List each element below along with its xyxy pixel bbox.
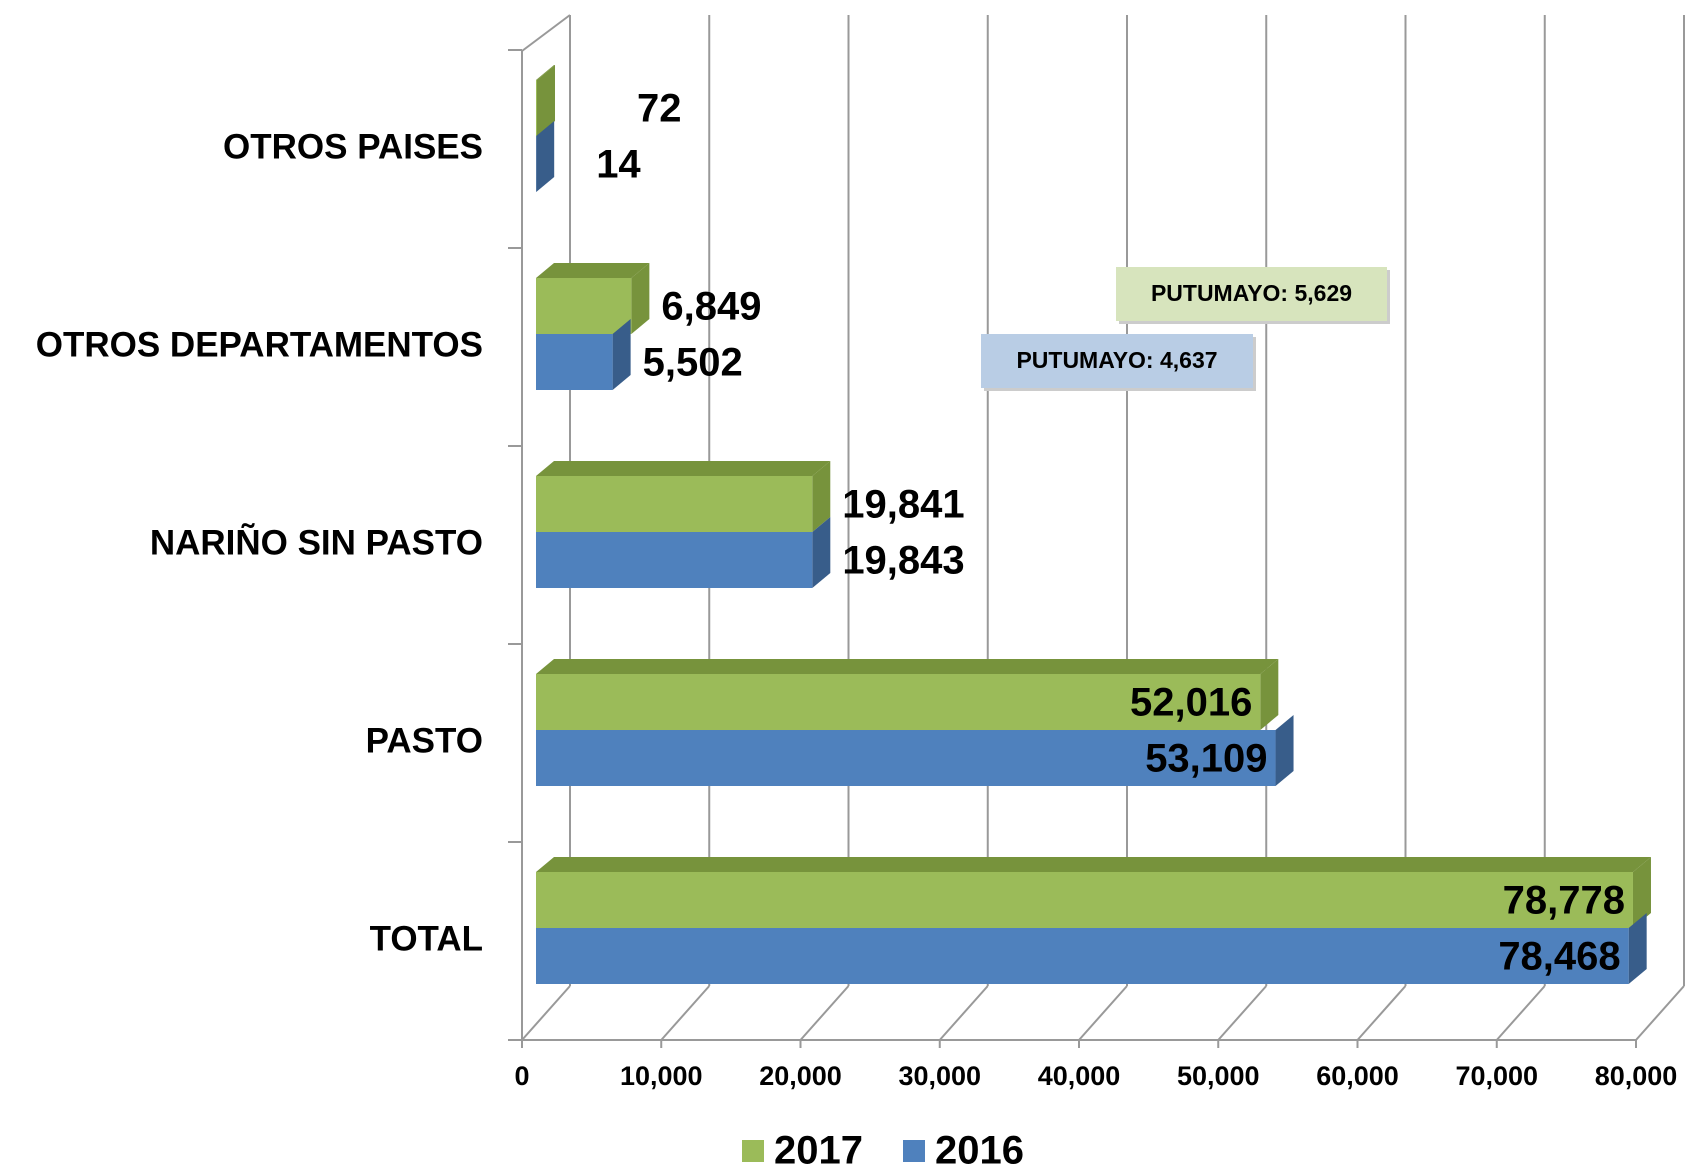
bar [536,319,631,390]
bar-front [536,80,538,136]
bar-top [536,263,650,278]
bar-front [536,928,1629,984]
floor-grid-line [799,985,850,1041]
bar-front [536,730,1276,786]
value-label: 78,778 [1503,879,1625,923]
value-label: 14 [596,143,641,187]
x-tick-label: 50,000 [1177,1061,1260,1091]
bar-front [536,674,1261,730]
bar [536,461,831,532]
x-tick-label: 70,000 [1455,1061,1538,1091]
x-tick-label: 40,000 [1038,1061,1121,1091]
floor-grid-line [1217,985,1267,1041]
x-tick-label: 0 [514,1061,529,1091]
legend-label: 2017 [774,1129,863,1169]
floor-grid-line [1356,985,1407,1041]
bar-side [1632,857,1651,928]
category-label: OTROS DEPARTAMENTOS [36,325,483,364]
bar-side [1260,659,1279,730]
bar-side [812,461,831,532]
bar [536,65,556,136]
bar-front [536,872,1633,928]
category-label: TOTAL [370,919,483,958]
x-tick-label: 30,000 [898,1061,981,1091]
floor-grid-line [660,985,710,1041]
annotation-text: PUTUMAYO: 5,629 [1151,280,1352,306]
value-label: 19,843 [842,539,964,583]
bar-side [631,263,650,334]
x-tick-label: 10,000 [620,1061,703,1091]
floor-grid-line [1635,985,1685,1041]
floor-grid-line [521,985,571,1041]
legend-label: 2016 [935,1129,1024,1169]
annotation-box [981,334,1253,388]
bar [536,121,555,192]
x-tick-label: 80,000 [1595,1061,1678,1091]
category-label: NARIÑO SIN PASTO [150,523,483,562]
category-label: PASTO [366,721,483,760]
x-tick-label: 20,000 [759,1061,842,1091]
bar [536,263,650,334]
annotation-text: PUTUMAYO: 4,637 [1016,347,1217,373]
bar [536,517,831,588]
bar [536,857,1651,928]
floor-grid-line [1078,985,1128,1041]
category-label: OTROS PAISES [223,127,483,166]
bar-side [812,517,831,588]
annotation-box [1116,267,1387,321]
bar-top [536,857,1651,872]
bar [536,913,1647,984]
bar-side [1628,913,1647,984]
bar-top [536,65,556,80]
value-label: 78,468 [1498,935,1620,979]
value-label: 52,016 [1130,681,1252,725]
bar [536,659,1279,730]
bar-side [612,319,631,390]
bar-top [536,659,1279,674]
bar [536,715,1294,786]
x-tick-label: 60,000 [1316,1061,1399,1091]
floor-grid-line [1496,985,1546,1041]
value-label: 6,849 [661,285,761,329]
value-label: 72 [637,87,682,131]
floor-grid-line [939,985,989,1041]
legend-swatch [903,1140,925,1162]
bar-side [537,65,556,136]
bar-top [536,461,831,476]
value-label: 53,109 [1145,737,1267,781]
bar-front [536,278,632,334]
legend-swatch [742,1140,764,1162]
bar-front [536,532,813,588]
bar-front [536,334,613,390]
value-label: 19,841 [842,483,964,527]
left-wall-top [521,14,571,52]
bar-side [1275,715,1294,786]
bar-side [536,121,555,192]
bar-front [536,476,813,532]
value-label: 5,502 [643,341,743,385]
